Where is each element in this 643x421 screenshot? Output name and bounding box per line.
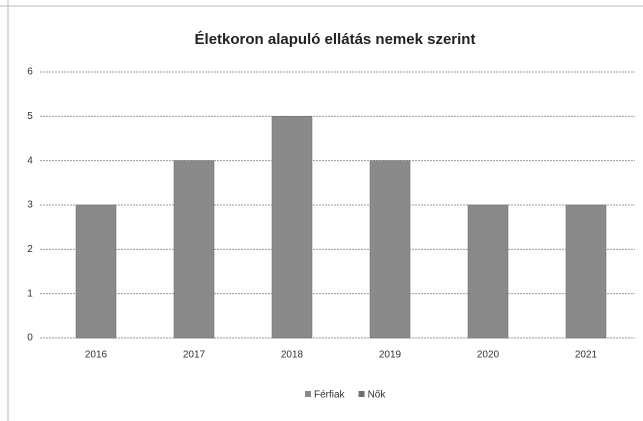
x-tick-label: 2021 xyxy=(575,350,598,361)
bar xyxy=(467,204,509,339)
legend-label: Férfiak xyxy=(314,390,346,401)
bar xyxy=(565,204,607,339)
x-tick-label: 2020 xyxy=(477,350,500,361)
bar xyxy=(173,160,215,339)
bar xyxy=(271,116,313,339)
legend-swatch xyxy=(305,391,311,397)
legend-swatch xyxy=(358,391,365,397)
y-tick-label: 3 xyxy=(27,200,33,211)
bar xyxy=(75,204,117,339)
y-tick-label: 6 xyxy=(27,67,33,78)
x-tick-label: 2019 xyxy=(379,350,402,361)
y-tick-label: 1 xyxy=(27,288,33,299)
x-tick-label: 2016 xyxy=(85,350,108,361)
y-tick-label: 0 xyxy=(27,333,33,344)
bar xyxy=(369,160,411,339)
chart-title: Életkoron alapuló ellátás nemek szerint xyxy=(195,31,476,48)
x-tick-label: 2017 xyxy=(183,350,206,361)
legend-label: Nők xyxy=(368,390,387,401)
x-tick-label: 2018 xyxy=(281,350,304,361)
y-tick-label: 5 xyxy=(27,111,33,122)
y-tick-label: 2 xyxy=(27,244,33,255)
y-tick-label: 4 xyxy=(27,155,33,166)
